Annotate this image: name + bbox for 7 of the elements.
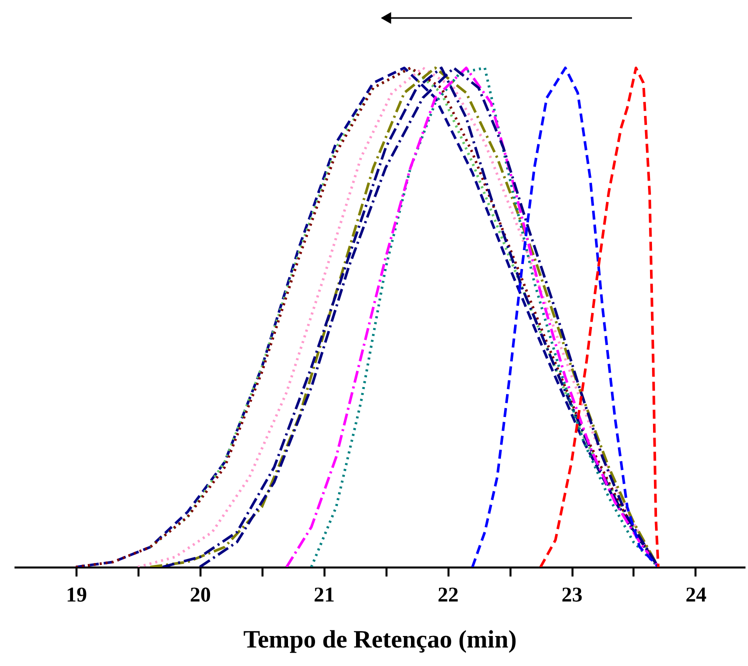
x-tick-label: 24 [685, 582, 707, 606]
x-tick-label: 19 [66, 582, 87, 606]
x-tick-label: 22 [438, 582, 459, 606]
x-tick-label: 23 [562, 582, 583, 606]
x-tick-label: 21 [314, 582, 335, 606]
x-axis-title: Tempo de Retençao (min) [243, 626, 517, 654]
x-tick-label: 20 [190, 582, 211, 606]
